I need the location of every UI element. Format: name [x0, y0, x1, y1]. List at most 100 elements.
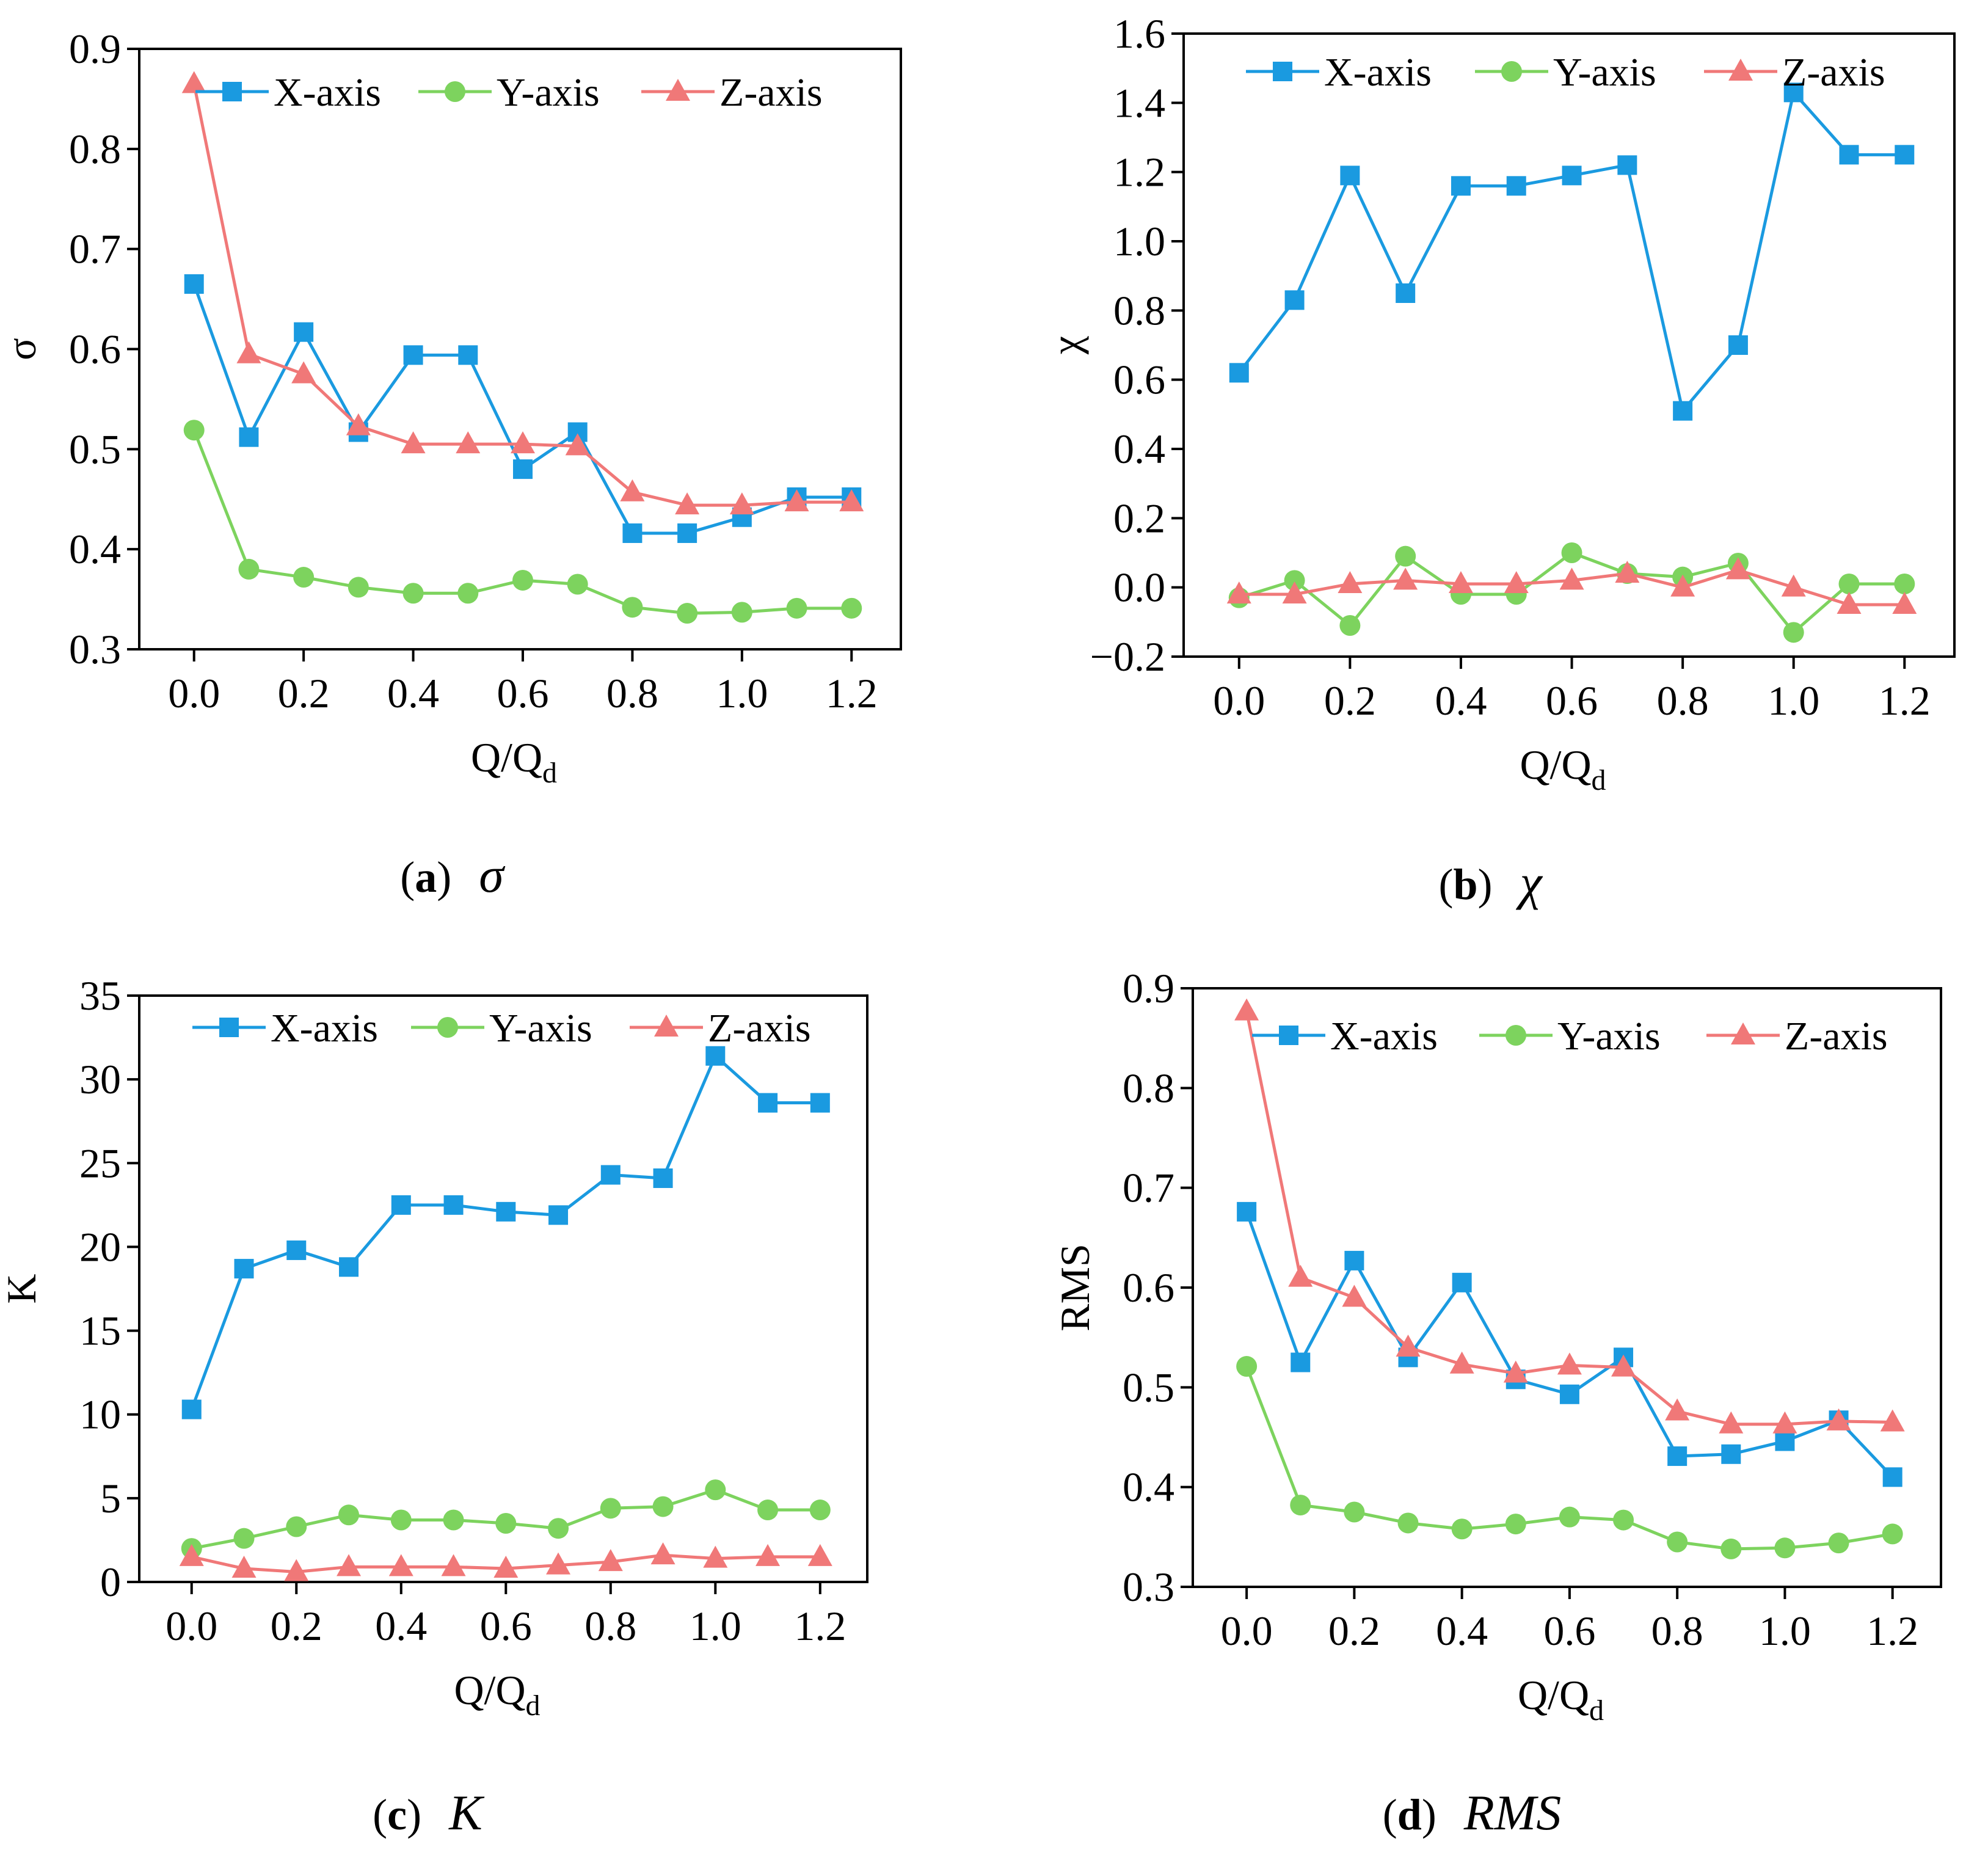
data-point	[839, 489, 864, 512]
legend-label: X-axis	[274, 70, 381, 115]
data-point	[391, 1195, 411, 1215]
data-point	[496, 1201, 516, 1222]
legend-label: X-axis	[1330, 1014, 1438, 1059]
data-point	[620, 479, 645, 501]
data-point	[1506, 176, 1526, 196]
legend-marker	[222, 82, 242, 101]
data-point	[390, 1509, 412, 1531]
data-point	[286, 1240, 307, 1260]
y-tick-label: 0.8	[1113, 287, 1165, 333]
data-point	[181, 1399, 202, 1419]
x-tick-label: 0.4	[1435, 677, 1487, 724]
legend-marker	[445, 81, 465, 102]
series-x-axis	[1237, 1201, 1902, 1487]
series-y-axis	[183, 420, 862, 624]
x-axis-title-sub: d	[1589, 1694, 1604, 1727]
caption-letter: a	[415, 853, 437, 902]
data-point	[183, 420, 205, 441]
data-point	[1339, 615, 1361, 636]
series-line	[1245, 1211, 1894, 1479]
data-point	[703, 1545, 728, 1568]
legend: X-axis Y-axis Z-axis	[1246, 50, 1885, 95]
data-point	[293, 567, 315, 588]
caption-symbol: χ	[1515, 855, 1543, 910]
data-point	[284, 1559, 309, 1581]
series-y-axis	[181, 1479, 831, 1559]
data-point	[510, 431, 535, 454]
data-point	[495, 1513, 517, 1534]
series-z-axis	[181, 71, 864, 515]
data-point	[1396, 1335, 1421, 1357]
data-point	[1673, 401, 1693, 421]
y-tick-label: 0.8	[1123, 1065, 1174, 1111]
x-tick-label: 0.6	[1543, 1608, 1595, 1654]
x-axis-title-main: Q/Q	[1520, 742, 1591, 788]
data-point	[457, 583, 479, 604]
legend: X-axis Y-axis Z-axis	[195, 70, 823, 115]
data-point	[1720, 1538, 1742, 1559]
data-point	[339, 1257, 359, 1277]
legend-label: X-axis	[271, 1006, 378, 1051]
data-point	[1559, 1506, 1580, 1528]
legend-label: Z-axis	[1782, 50, 1885, 95]
data-point	[565, 433, 590, 456]
caption-paren-close: )	[437, 853, 451, 902]
series-z-axis	[1226, 557, 1917, 614]
y-tick-label: 15	[79, 1308, 121, 1354]
data-point	[756, 1543, 781, 1566]
data-point	[184, 274, 204, 294]
data-point	[600, 1165, 621, 1185]
x-tick-label: 1.0	[1759, 1608, 1811, 1654]
data-point	[1781, 574, 1806, 597]
data-point	[512, 459, 533, 479]
x-axis-title: Q/Qd	[1520, 742, 1606, 796]
data-point	[1667, 1531, 1688, 1553]
data-point	[1895, 145, 1915, 165]
chart-panel-c: 0.0 0.2 0.4 0.6 0.8 1.0 1.2 0 5 10 15 20 25 30 35 Q/Qd K…	[0, 972, 868, 1840]
data-point	[346, 413, 371, 436]
caption-paren-close: )	[1422, 1790, 1436, 1839]
y-tick-label: 0.4	[1113, 426, 1165, 472]
y-tick-label: 1.2	[1113, 149, 1165, 195]
legend-label: Y-axis	[497, 70, 600, 115]
y-tick-label: 0.9	[69, 26, 121, 72]
data-point	[1828, 1532, 1849, 1554]
data-point	[598, 1549, 623, 1572]
x-tick-label: 0.8	[584, 1603, 636, 1649]
legend-label: X-axis	[1324, 50, 1432, 95]
legend-label: Y-axis	[489, 1006, 592, 1051]
y-tick-label: 0.9	[1123, 965, 1174, 1011]
data-point	[841, 597, 862, 619]
data-point	[401, 431, 426, 454]
data-point	[600, 1498, 621, 1519]
data-point	[443, 1195, 464, 1215]
data-point	[1611, 1354, 1636, 1377]
caption-symbol: σ	[479, 847, 506, 903]
data-point	[238, 558, 260, 580]
data-point	[512, 569, 533, 591]
data-point	[1839, 145, 1859, 165]
y-tick-label: 0.3	[1123, 1564, 1174, 1610]
x-tick-label: 0.2	[278, 670, 330, 716]
data-point	[1838, 574, 1860, 594]
data-point	[548, 1205, 569, 1225]
data-point	[1772, 1411, 1797, 1434]
data-point	[1826, 1408, 1851, 1430]
legend-label: Z-axis	[1785, 1014, 1888, 1059]
data-point	[291, 361, 316, 384]
data-point	[1236, 1356, 1258, 1377]
x-tick-label: 1.0	[690, 1603, 741, 1649]
x-tick-label: 0.6	[1546, 677, 1598, 724]
plot-frame	[138, 994, 868, 1583]
x-tick-label: 1.0	[716, 670, 768, 716]
data-point	[1670, 574, 1695, 597]
x-tick-label: 0.0	[1221, 1608, 1273, 1654]
x-tick-label: 0.2	[271, 1603, 322, 1649]
caption-symbol: K	[448, 1785, 485, 1840]
x-tick-label: 1.2	[794, 1603, 846, 1649]
x-axis-title-sub: d	[526, 1689, 541, 1722]
x-axis-title-sub: d	[1592, 764, 1606, 796]
chart-panel-b: 0.0 0.2 0.4 0.6 0.8 1.0 1.2 −0.2 0.0 0.2 0.4 0.6 0.8…	[1043, 10, 1956, 910]
x-tick-label: 0.0	[1213, 677, 1265, 724]
data-point	[234, 1259, 254, 1279]
